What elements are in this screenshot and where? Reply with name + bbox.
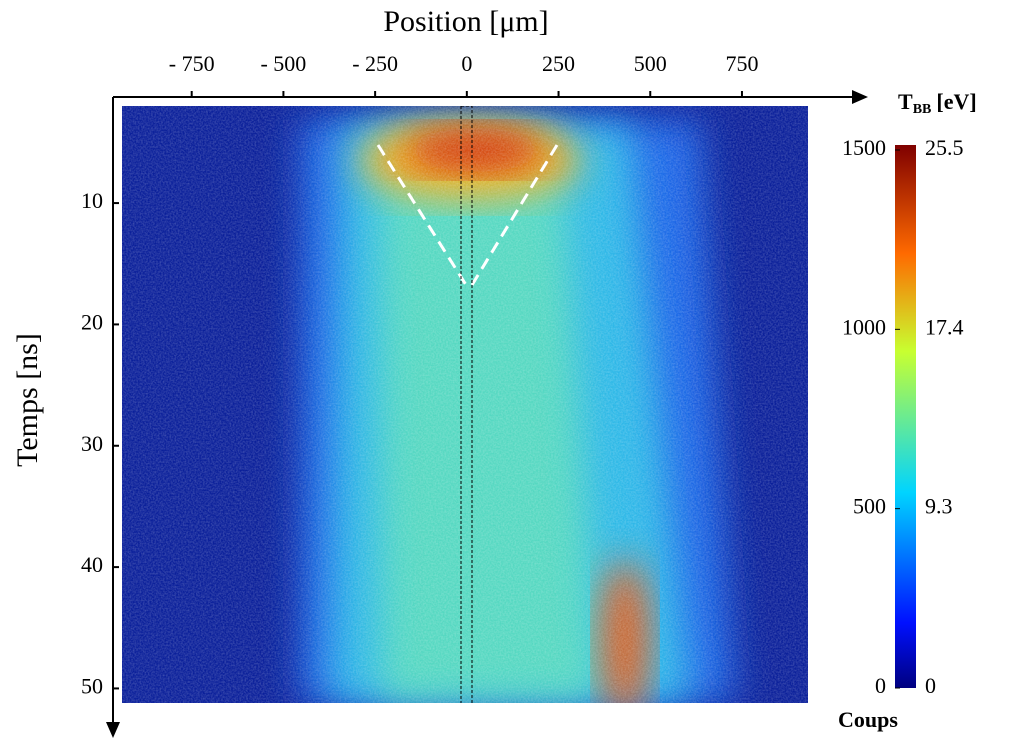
y-arrow xyxy=(106,722,120,738)
colorbar-second-tick-label: 9.3 xyxy=(925,494,953,519)
colorbar-tick-label: 1000 xyxy=(842,314,886,339)
y-tick-label: 30 xyxy=(81,431,103,456)
x-tick-label: 500 xyxy=(634,51,667,76)
x-tick-label: 750 xyxy=(725,51,758,76)
label-unit: [eV] xyxy=(936,89,976,114)
x-axis-label: Position [μm] xyxy=(383,5,548,38)
colorbar-second-label: TBB [eV] xyxy=(898,89,977,117)
label-sub: BB xyxy=(913,102,932,117)
x-tick-label: - 500 xyxy=(260,51,306,76)
colorbar-second-tick-label: 0 xyxy=(925,673,936,698)
colorbar-second-tick-label: 25.5 xyxy=(925,135,964,160)
y-axis-label: Temps [ns] xyxy=(11,333,44,467)
y-tick-label: 40 xyxy=(81,552,103,577)
y-tick-label: 50 xyxy=(81,673,103,698)
heatmap-image xyxy=(122,106,808,703)
colorbar xyxy=(895,145,916,688)
x-arrow xyxy=(852,90,868,104)
y-tick-label: 10 xyxy=(81,188,103,213)
colorbar-tick-label: 0 xyxy=(875,673,886,698)
y-tick-label: 20 xyxy=(81,309,103,334)
label-main: T xyxy=(898,89,913,114)
colorbar-tick-label: 500 xyxy=(853,494,886,519)
colorbar-tick-label: 1500 xyxy=(842,135,886,160)
x-tick-label: 250 xyxy=(542,51,575,76)
x-tick-label: - 750 xyxy=(169,51,215,76)
colorbar-label: Coups xyxy=(838,707,898,732)
colorbar-second-tick-label: 17.4 xyxy=(925,314,964,339)
x-tick-label: - 250 xyxy=(352,51,398,76)
x-tick-label: 0 xyxy=(461,51,472,76)
